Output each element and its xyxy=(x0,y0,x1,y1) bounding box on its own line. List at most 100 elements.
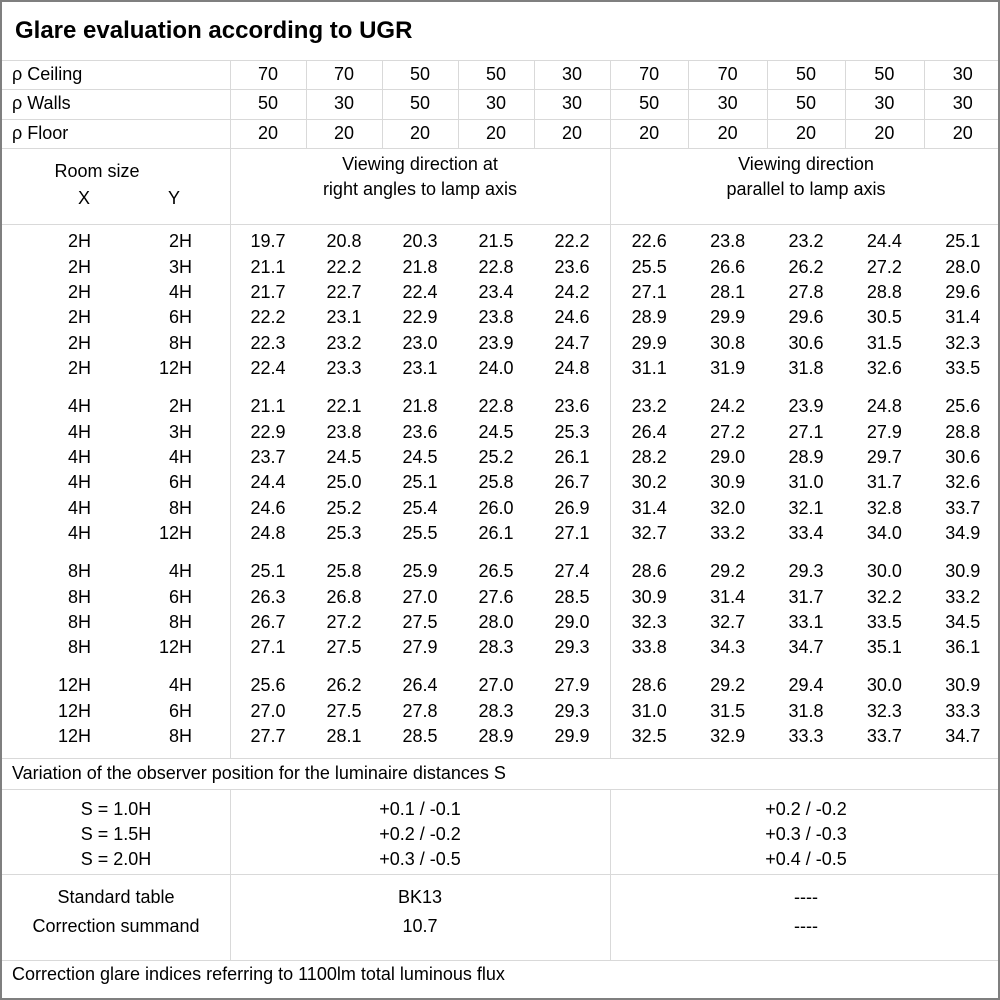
ugr-value-right-angle: 25.6 xyxy=(250,675,286,696)
ugr-value-parallel: 33.5 xyxy=(866,611,902,632)
summary-parallel-line: ---- xyxy=(794,887,818,907)
ugr-value-right-angle: 24.2 xyxy=(554,281,590,302)
ugr-value-parallel: 28.1 xyxy=(710,281,746,302)
ugr-value-right-angle: 25.2 xyxy=(478,446,514,467)
ugr-value-right-angle: 19.7 xyxy=(250,231,286,252)
ugr-value-parallel: 25.1 xyxy=(945,231,981,252)
room-size-y: 4H xyxy=(168,561,192,582)
room-size-x: 8H xyxy=(67,586,91,607)
ugr-value-right-angle: 27.7 xyxy=(250,726,286,747)
ugr-value-parallel: 29.6 xyxy=(945,281,981,302)
ugr-value-parallel: 32.3 xyxy=(945,332,981,353)
ugr-value-parallel: 30.0 xyxy=(866,675,902,696)
ugr-value-right-angle: 24.7 xyxy=(554,332,590,353)
room-size-x: 2H xyxy=(67,358,91,379)
s-distance-labels-line: S = 1.5H xyxy=(80,824,152,844)
reflectance-value: 20 xyxy=(717,122,738,143)
room-size-y: 8H xyxy=(168,332,192,353)
ugr-value-right-angle: 29.0 xyxy=(554,611,590,632)
summary-right-angle: BK13 10.7 xyxy=(230,874,610,960)
ugr-value-right-angle: 26.0 xyxy=(478,497,514,518)
ugr-value-parallel: 32.6 xyxy=(945,472,981,493)
ugr-value-parallel: 31.7 xyxy=(866,472,902,493)
ugr-value-right-angle: 29.3 xyxy=(554,637,590,658)
grid-hline xyxy=(2,789,998,790)
grid-vline xyxy=(766,60,768,148)
ugr-value-right-angle: 25.1 xyxy=(250,561,286,582)
room-size-y: 3H xyxy=(168,256,192,277)
ugr-value-parallel: 27.8 xyxy=(788,281,824,302)
ugr-value-right-angle: 27.9 xyxy=(554,675,590,696)
s-variation-right-angle-line: +0.1 / -0.1 xyxy=(379,799,461,819)
s-distance-labels: S = 1.0H S = 1.5H S = 2.0H xyxy=(2,789,230,874)
reflectance-value: 70 xyxy=(333,64,355,85)
room-size-x: 8H xyxy=(67,637,91,658)
ugr-value-parallel: 32.7 xyxy=(631,523,667,544)
reflectance-value: 50 xyxy=(795,64,816,85)
room-size-y: 6H xyxy=(168,307,192,328)
s-variation-parallel-line: +0.2 / -0.2 xyxy=(765,799,847,819)
ugr-value-right-angle: 23.7 xyxy=(250,446,286,467)
ugr-value-right-angle: 26.7 xyxy=(250,611,286,632)
room-size-y: 3H xyxy=(168,421,192,442)
ugr-value-right-angle: 27.5 xyxy=(402,611,438,632)
ugr-value-right-angle: 23.6 xyxy=(554,256,590,277)
summary-right-angle-line: BK13 xyxy=(397,887,443,907)
grid-vline xyxy=(458,60,459,148)
s-distance-labels-line: S = 1.0H xyxy=(80,799,152,819)
ugr-value-parallel: 31.4 xyxy=(710,586,746,607)
ugr-value-right-angle: 22.8 xyxy=(478,396,514,417)
ugr-value-right-angle: 24.5 xyxy=(326,446,362,467)
ugr-value-parallel: 31.9 xyxy=(710,358,746,379)
summary-labels-line: Standard table xyxy=(57,887,175,907)
reflectance-value: 20 xyxy=(257,122,279,143)
ugr-value-parallel: 31.1 xyxy=(631,358,667,379)
ugr-value-right-angle: 24.5 xyxy=(402,446,438,467)
reflectance-value: 30 xyxy=(561,93,583,114)
ugr-value-right-angle: 20.3 xyxy=(402,231,438,252)
ugr-value-parallel: 29.4 xyxy=(788,675,824,696)
ugr-value-parallel: 34.7 xyxy=(945,726,981,747)
ugr-value-parallel: 29.2 xyxy=(710,675,746,696)
ugr-value-parallel: 32.9 xyxy=(710,726,746,747)
variation-note: Variation of the observer position for t… xyxy=(12,763,506,783)
ugr-value-parallel: 32.3 xyxy=(866,700,902,721)
ugr-value-parallel: 29.2 xyxy=(710,561,746,582)
ugr-value-right-angle: 26.4 xyxy=(402,675,438,696)
ugr-value-parallel: 26.2 xyxy=(788,256,824,277)
grid-hline xyxy=(2,148,998,149)
room-size-y: 6H xyxy=(168,472,192,493)
room-size-x: 12H xyxy=(57,700,91,721)
ugr-value-parallel: 28.6 xyxy=(631,675,667,696)
ugr-value-right-angle: 26.8 xyxy=(326,586,362,607)
ugr-value-parallel: 30.6 xyxy=(788,332,824,353)
ugr-value-right-angle: 27.0 xyxy=(402,586,438,607)
ugr-value-right-angle: 26.3 xyxy=(250,586,286,607)
ugr-value-parallel: 27.1 xyxy=(631,281,667,302)
grid-hline xyxy=(2,89,998,91)
ugr-value-parallel: 29.6 xyxy=(788,307,824,328)
ugr-value-right-angle: 28.0 xyxy=(478,611,514,632)
room-size-y: 8H xyxy=(168,497,192,518)
ugr-value-parallel: 33.4 xyxy=(788,523,824,544)
ugr-value-parallel: 33.7 xyxy=(945,497,981,518)
reflectance-row-label: ρ Walls xyxy=(12,93,71,114)
ugr-value-parallel: 24.2 xyxy=(710,396,746,417)
room-size-x: 2H xyxy=(67,332,91,353)
ugr-value-right-angle: 27.8 xyxy=(402,700,438,721)
ugr-value-right-angle: 23.1 xyxy=(402,358,438,379)
ugr-value-right-angle: 23.0 xyxy=(402,332,438,353)
room-size-y: 2H xyxy=(168,231,192,252)
ugr-value-right-angle: 28.1 xyxy=(326,726,362,747)
ugr-value-right-angle: 25.4 xyxy=(402,497,438,518)
room-size-header: Room size X Y xyxy=(2,148,230,224)
reflectance-value: 20 xyxy=(409,122,431,143)
ugr-value-parallel: 32.2 xyxy=(866,586,902,607)
ugr-value-parallel: 30.6 xyxy=(945,446,981,467)
s-variation-right-angle-line: +0.3 / -0.5 xyxy=(379,849,461,869)
grid-vline xyxy=(845,60,847,148)
ugr-value-parallel: 34.0 xyxy=(866,523,902,544)
y-column-header: Y xyxy=(167,188,180,208)
ugr-value-parallel: 33.1 xyxy=(788,611,824,632)
ugr-value-parallel: 30.9 xyxy=(945,675,981,696)
